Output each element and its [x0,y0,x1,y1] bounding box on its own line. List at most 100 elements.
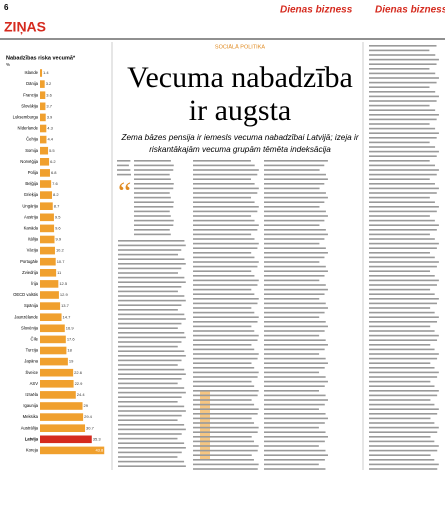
text-line [264,321,326,323]
category-label: Igaunija [23,403,38,408]
text-line [264,293,325,295]
category-label: Islande [24,70,38,75]
category-label: Portugāle [20,259,39,264]
text-line [118,313,185,316]
bar [40,435,92,444]
bar [40,346,67,355]
text-line [369,72,436,75]
category-label: ASV [30,381,39,386]
text-line [134,164,174,167]
text-line [369,270,431,272]
text-line [193,288,252,291]
text-line [193,463,259,466]
text-line [264,302,326,305]
text-line [193,431,258,433]
text-line [264,307,328,309]
text-line [118,281,186,283]
text-line [193,307,252,309]
text-line [134,201,174,203]
text-line [193,210,258,213]
text-line [134,169,174,171]
text-line [264,436,328,438]
text-line [264,164,325,167]
text-line [369,348,435,351]
text-line [134,196,171,199]
text-line [369,169,439,171]
text-line [369,77,439,79]
text-line [369,431,438,433]
text-line [193,206,259,208]
text-line [118,424,185,426]
text-line [134,210,170,213]
text-line [193,183,255,185]
text-line [193,178,251,180]
text-line [264,311,325,314]
bar [40,357,68,366]
text-line [369,123,430,125]
category-label: Japāna [24,359,38,364]
text-line [264,210,326,213]
text-line [118,290,178,293]
value-label: 3.2 [46,81,52,86]
page-number: 6 [4,3,9,12]
text-line [369,173,437,176]
text-line [193,362,252,364]
category-label: Čīle [31,337,39,342]
value-label: 12.5 [59,281,68,286]
value-label: 4.4 [47,137,53,142]
text-line [369,394,438,397]
category-label: Vācija [27,248,39,253]
value-label: 11 [57,270,62,275]
text-line [264,288,328,291]
value-label: 30.7 [86,425,95,430]
text-line [118,253,179,256]
text-line [264,201,325,203]
text-line [369,344,431,346]
bar [40,291,59,299]
text-line [369,385,435,387]
category-label: Slovēnija [21,325,39,330]
text-line [369,54,436,56]
text-line [264,233,328,236]
text-line [264,160,328,162]
text-line [369,417,431,420]
text-line [369,242,439,245]
text-line [134,215,171,217]
category-label: Īrija [31,281,38,286]
bar [40,124,47,133]
text-line [193,160,251,162]
text-line [369,334,439,337]
bar [40,269,57,277]
quote-mark: “ [118,176,131,209]
bar [40,413,84,421]
bar [40,380,74,388]
text-line [118,373,186,375]
text-line [118,368,185,371]
value-label: 22.9 [75,381,84,386]
text-line [193,164,255,167]
value-label: 9.6 [55,225,61,230]
text-line [264,357,326,360]
text-line [264,422,325,424]
text-line [369,357,438,360]
text-line [193,468,258,470]
text-line [264,362,328,364]
text-line [118,304,182,306]
text-line [193,261,259,263]
text-line [118,465,186,467]
text-line [118,437,178,440]
text-line [264,417,328,420]
text-line [118,401,178,403]
value-label: 10.7 [57,259,66,264]
bar [40,335,66,344]
masthead: Dienas bizness [280,5,353,16]
text-line [369,104,430,107]
text-line [117,169,131,171]
category-label: Luksemburga [13,115,39,120]
section-title: ZIŅAS [4,19,46,35]
text-line [264,178,328,180]
text-line [118,428,186,431]
text-line [193,422,255,424]
value-label: 19 [69,359,74,364]
